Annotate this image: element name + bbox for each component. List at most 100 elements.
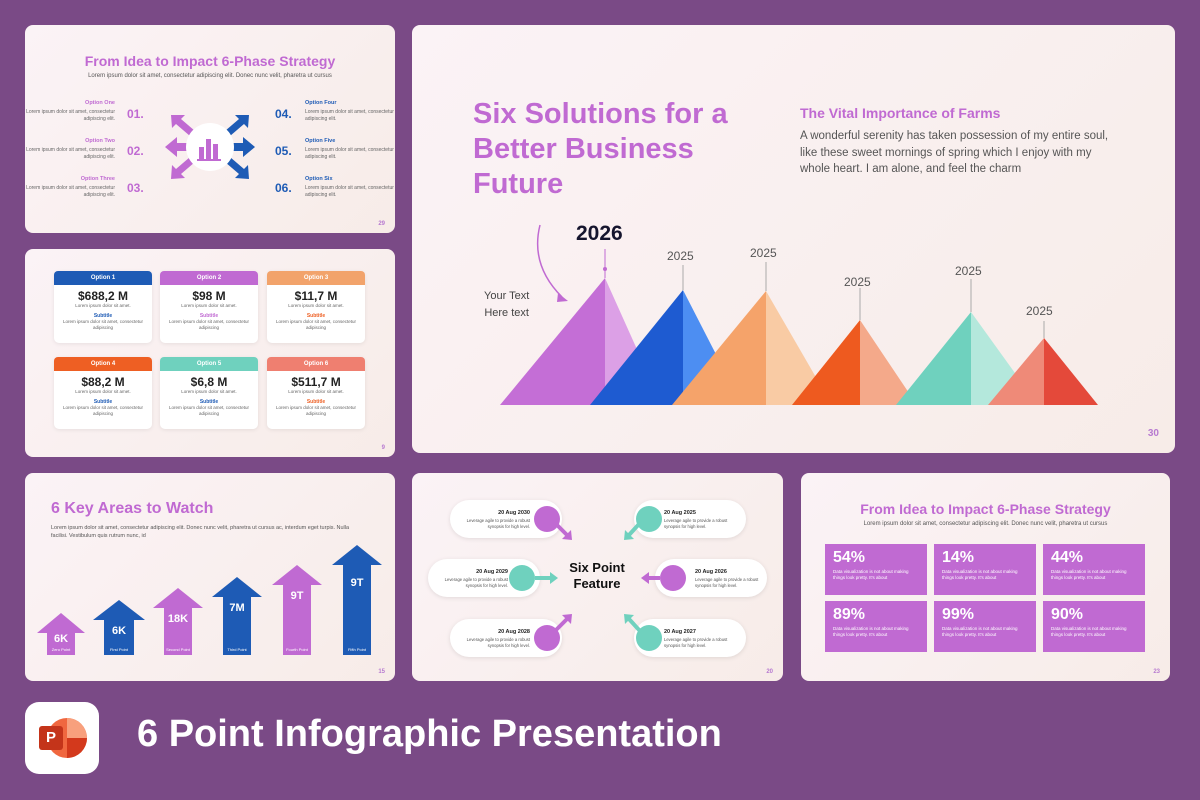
- option-name: Option Five: [305, 138, 336, 144]
- stat-text: Data visualization is not about making t…: [833, 626, 909, 637]
- card-subtitle: Subtitle: [199, 399, 219, 405]
- slide-title: From Idea to Impact 6-Phase Strategy: [860, 501, 1111, 517]
- stat-value: 54%: [833, 549, 866, 566]
- feature-label: Six Point Feature: [569, 560, 625, 591]
- option-card: Option 1 $688,2 M Lorem ipsum dolor sit …: [54, 271, 152, 343]
- slide-thumbnail-key-areas[interactable]: 6 Key Areas to Watch Lorem ipsum dolor s…: [25, 473, 395, 681]
- stat-value: 14%: [942, 549, 975, 566]
- card-text: Lorem ipsum dolor sit amet.: [288, 389, 344, 394]
- slide-main-preview[interactable]: Six Solutions for a Better Business Futu…: [412, 25, 1175, 453]
- callout-line: Here text: [484, 307, 529, 319]
- option-card: Option 4 $88,2 M Lorem ipsum dolor sit a…: [54, 357, 152, 429]
- year-label: 2025: [750, 246, 777, 260]
- stat-text: Data visualization is not about making t…: [833, 569, 909, 580]
- arrow-label: Zero Point: [51, 647, 71, 652]
- pyramid-6: [988, 321, 1098, 405]
- page-number: 30: [1147, 428, 1159, 439]
- arrow-value: 9T: [290, 590, 304, 602]
- growth-arrow: 9T Fifth Point: [343, 577, 371, 655]
- callout-line: Your Text: [484, 290, 530, 302]
- card-subtitle: Subtitle: [93, 399, 113, 405]
- stat-tile: 99% Data visualization is not about maki…: [934, 601, 1036, 652]
- option-block: Option One Lorem ipsum dolor sit amet, c…: [25, 100, 115, 123]
- option-number: 04.: [275, 107, 292, 121]
- target-icon: [636, 506, 662, 532]
- page-number: 23: [1153, 669, 1160, 675]
- pill-text: Leverage agile to provide a robust synop…: [695, 577, 759, 588]
- pill-date: 20 Aug 2028: [498, 629, 530, 635]
- pill-text: Leverage agile to provide a robust synop…: [466, 637, 530, 648]
- arrow-label: Third Point: [227, 647, 247, 652]
- pill-date: 20 Aug 2029: [476, 569, 508, 575]
- card-value: $511,7 M: [291, 375, 341, 389]
- card-header: Option 1: [54, 271, 152, 285]
- card-value: $688,2 M: [77, 289, 129, 303]
- option-text: Lorem ipsum dolor sit amet, consectetur …: [26, 185, 115, 198]
- slide-thumbnail-stats[interactable]: From Idea to Impact 6-Phase Strategy Lor…: [801, 473, 1170, 681]
- slide-thumbnail-six-point[interactable]: Six Point Feature 20 Aug 2030 Leverage a…: [412, 473, 783, 681]
- option-block: Option Two Lorem ipsum dolor sit amet, c…: [25, 138, 115, 161]
- option-text: Lorem ipsum dolor sit amet, consectetur …: [305, 185, 394, 198]
- card-value: $11,7 M: [294, 289, 338, 303]
- year-label: 2025: [667, 249, 694, 263]
- arrow-value: 9T: [350, 577, 364, 589]
- slide-thumbnail-cards[interactable]: Option 1 $688,2 M Lorem ipsum dolor sit …: [25, 249, 395, 457]
- pill-text: Leverage agile to provide a robust synop…: [664, 518, 728, 529]
- curved-arrow-head: [557, 293, 568, 302]
- slide-subtitle: Lorem ipsum dolor sit amet, consectetur …: [51, 525, 350, 539]
- option-text: Lorem ipsum dolor sit amet, consectetur …: [26, 147, 115, 160]
- card-header: Option 2: [160, 271, 258, 285]
- card-text: Lorem ipsum dolor sit amet.: [75, 303, 131, 308]
- powerpoint-icon: [39, 718, 87, 758]
- growth-arrow: 6K First Point: [104, 625, 134, 655]
- page-number: 29: [378, 221, 385, 227]
- card-value: $88,2 M: [81, 375, 125, 389]
- page-number: 15: [378, 669, 385, 675]
- slide-title: 6 Key Areas to Watch: [51, 500, 214, 517]
- card-text: Lorem ipsum dolor sit amet.: [181, 303, 237, 308]
- stat-value: 89%: [833, 606, 866, 623]
- user-icon: [534, 506, 560, 532]
- arrow-label: Fourth Point: [286, 647, 308, 652]
- option-name: Option Four: [305, 100, 337, 106]
- growth-arrow: 9T Fourth Point: [283, 590, 311, 655]
- option-number: 03.: [127, 181, 144, 195]
- growth-arrow: 6K Zero Point: [47, 633, 75, 655]
- year-label: 2025: [844, 275, 871, 289]
- stat-tile: 14% Data visualization is not about maki…: [934, 544, 1036, 595]
- pill-text: Leverage agile to provide a robust synop…: [466, 518, 530, 529]
- card-subtitle: Subtitle: [306, 313, 326, 319]
- pyramid-chart: [500, 224, 1098, 405]
- callout-text: Your Text Here text: [484, 288, 529, 322]
- stat-value: 99%: [942, 606, 975, 623]
- logo-letter: P: [45, 729, 56, 746]
- feature-body: A wonderful serenity has taken possessio…: [800, 130, 1109, 175]
- card-text: Lorem ipsum dolor sit amet.: [288, 303, 344, 308]
- option-name: Option One: [85, 100, 115, 106]
- curved-arrow: [536, 224, 563, 298]
- option-block: Option Four Lorem ipsum dolor sit amet, …: [305, 100, 395, 123]
- stat-value: 44%: [1051, 549, 1084, 566]
- gear-icon: [509, 565, 535, 591]
- pill-text: Leverage agile to provide a robust synop…: [664, 637, 728, 648]
- card-value: $98 M: [192, 289, 226, 303]
- bar-chart-icon: [197, 139, 221, 161]
- page-number: 20: [766, 669, 773, 675]
- slide-thumbnail-strategy[interactable]: From Idea to Impact 6-Phase Strategy Lor…: [25, 25, 395, 233]
- card-text: Lorem ipsum dolor sit amet, consectetur …: [275, 405, 357, 416]
- arrow-label: Second Point: [166, 647, 190, 652]
- stat-text: Data visualization is not about making t…: [1051, 626, 1127, 637]
- presentation-title: 6 Point Infographic Presentation: [137, 713, 722, 755]
- arrow-value: 6K: [111, 625, 127, 637]
- card-text: Lorem ipsum dolor sit amet, consectetur …: [168, 405, 250, 416]
- connector-arrows: [535, 521, 660, 633]
- option-text: Lorem ipsum dolor sit amet, consectetur …: [26, 109, 115, 122]
- pill-date: 20 Aug 2030: [498, 510, 530, 516]
- card-header: Option 4: [54, 357, 152, 371]
- stat-text: Data visualization is not about making t…: [942, 569, 1018, 580]
- option-block: Option Three Lorem ipsum dolor sit amet,…: [25, 176, 115, 199]
- stat-tile: 44% Data visualization is not about maki…: [1043, 544, 1145, 595]
- pill-text: Leverage agile to provide a robust synop…: [444, 577, 508, 588]
- stat-tile: 54% Data visualization is not about maki…: [825, 544, 927, 595]
- card-subtitle: Subtitle: [199, 313, 219, 319]
